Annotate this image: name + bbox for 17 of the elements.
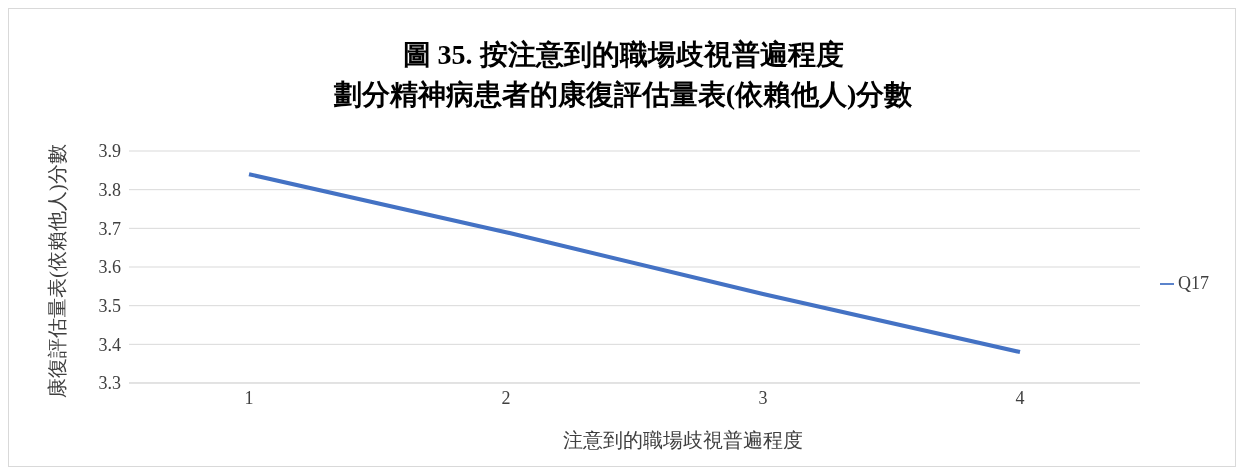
y-tick-label: 3.7	[98, 218, 121, 239]
y-tick-label: 3.9	[98, 141, 121, 162]
legend-label: Q17	[1178, 272, 1209, 293]
chart-subtitle: 劃分精神病患者的康復評估量表(依賴他人)分數	[332, 78, 914, 112]
x-tick-label: 3	[758, 387, 768, 408]
x-tick-label: 1	[244, 387, 254, 408]
y-tick-label: 3.6	[98, 257, 121, 278]
y-tick-label: 3.5	[98, 296, 121, 317]
y-axis-title: 康復評估量表(依賴他人)分數	[44, 144, 69, 398]
y-tick-label: 3.8	[98, 180, 121, 201]
y-tick-label: 3.3	[98, 373, 121, 394]
x-axis-title: 注意到的職場歧視普遍程度	[562, 428, 804, 453]
x-tick-label: 2	[501, 387, 511, 408]
y-tick-label: 3.4	[98, 334, 121, 355]
line-series	[247, 172, 1022, 355]
x-tick-label: 4	[1015, 387, 1025, 408]
chart-title: 圖 35. 按注意到的職場歧視普遍程度	[401, 38, 845, 72]
